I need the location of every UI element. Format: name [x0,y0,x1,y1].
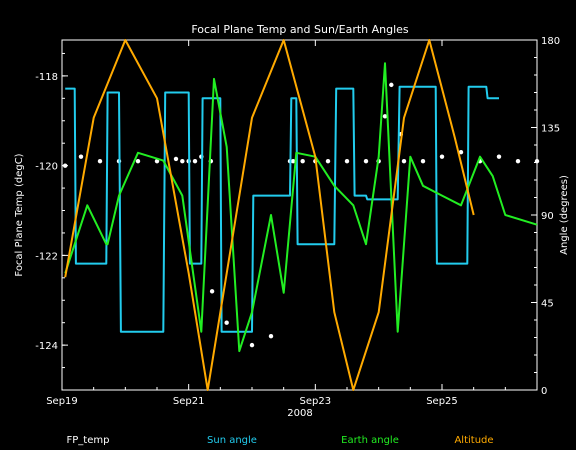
right-tick-label: 0 [541,386,547,397]
data-point-fp-temp [173,156,179,162]
data-point-fp-temp [344,158,350,164]
data-point-fp-temp [401,158,407,164]
right-axis-label: Angle (degrees) [559,175,570,255]
data-point-fp-temp [458,149,464,155]
left-tick-label: -120 [35,162,58,173]
right-tick-label: 45 [541,299,554,310]
legend-entry: Altitude [454,435,493,446]
data-point-fp-temp [389,82,394,88]
data-point-fp-temp [249,342,255,348]
x-tick-label: Sep25 [426,396,458,407]
legend-entry: Sun angle [207,435,257,446]
data-point-fp-temp [209,289,215,294]
data-point-fp-temp [439,154,445,159]
x-tick-label: Sep21 [173,396,205,407]
data-point-fp-temp [97,158,103,164]
data-point-fp-temp [290,158,296,164]
data-point-fp-temp [300,158,305,164]
x-axis-label: 2008 [287,408,312,419]
left-tick-label: -124 [35,341,58,352]
data-point-fp-temp [496,154,502,159]
data-point-fp-temp [325,158,331,164]
data-point-fp-temp [135,158,141,164]
series-fp-temp [62,82,540,348]
x-tick-label: Sep19 [46,396,78,407]
right-tick-label: 180 [541,36,560,47]
data-point-fp-temp [224,320,229,325]
chart-title: Focal Plane Temp and Sun/Earth Angles [191,23,409,36]
right-tick-label: 135 [541,124,560,135]
left-tick-label: -118 [35,72,58,83]
data-point-fp-temp [515,158,521,164]
data-point-fp-temp [192,158,198,164]
right-tick-label: 90 [541,211,554,222]
data-point-fp-temp [363,158,369,164]
legend-entry: Earth angle [341,435,399,446]
data-point-fp-temp [382,114,388,119]
series-line-sun-angle [65,85,499,333]
axes-layer: Sep19 Sep21 Sep23 Sep25 -118 -120 -122 -124 0 45 9… [35,36,560,407]
x-tick-label: Sep23 [300,396,332,407]
left-axis-label: Focal Plane Temp (degC) [14,153,25,276]
legend-entry: FP_temp [67,435,110,446]
data-point-fp-temp [420,158,426,164]
data-point-fp-temp [180,158,185,164]
series-line-earth-angle [64,62,538,353]
series-line-altitude [64,39,475,391]
data-point-fp-temp [154,158,160,164]
left-tick-label: -122 [35,251,58,262]
legend: FP_temp Sun angle Earth angle Altitude [67,435,494,446]
data-point-fp-temp [78,154,84,159]
series-layer [62,39,540,391]
data-point-fp-temp [268,333,274,339]
